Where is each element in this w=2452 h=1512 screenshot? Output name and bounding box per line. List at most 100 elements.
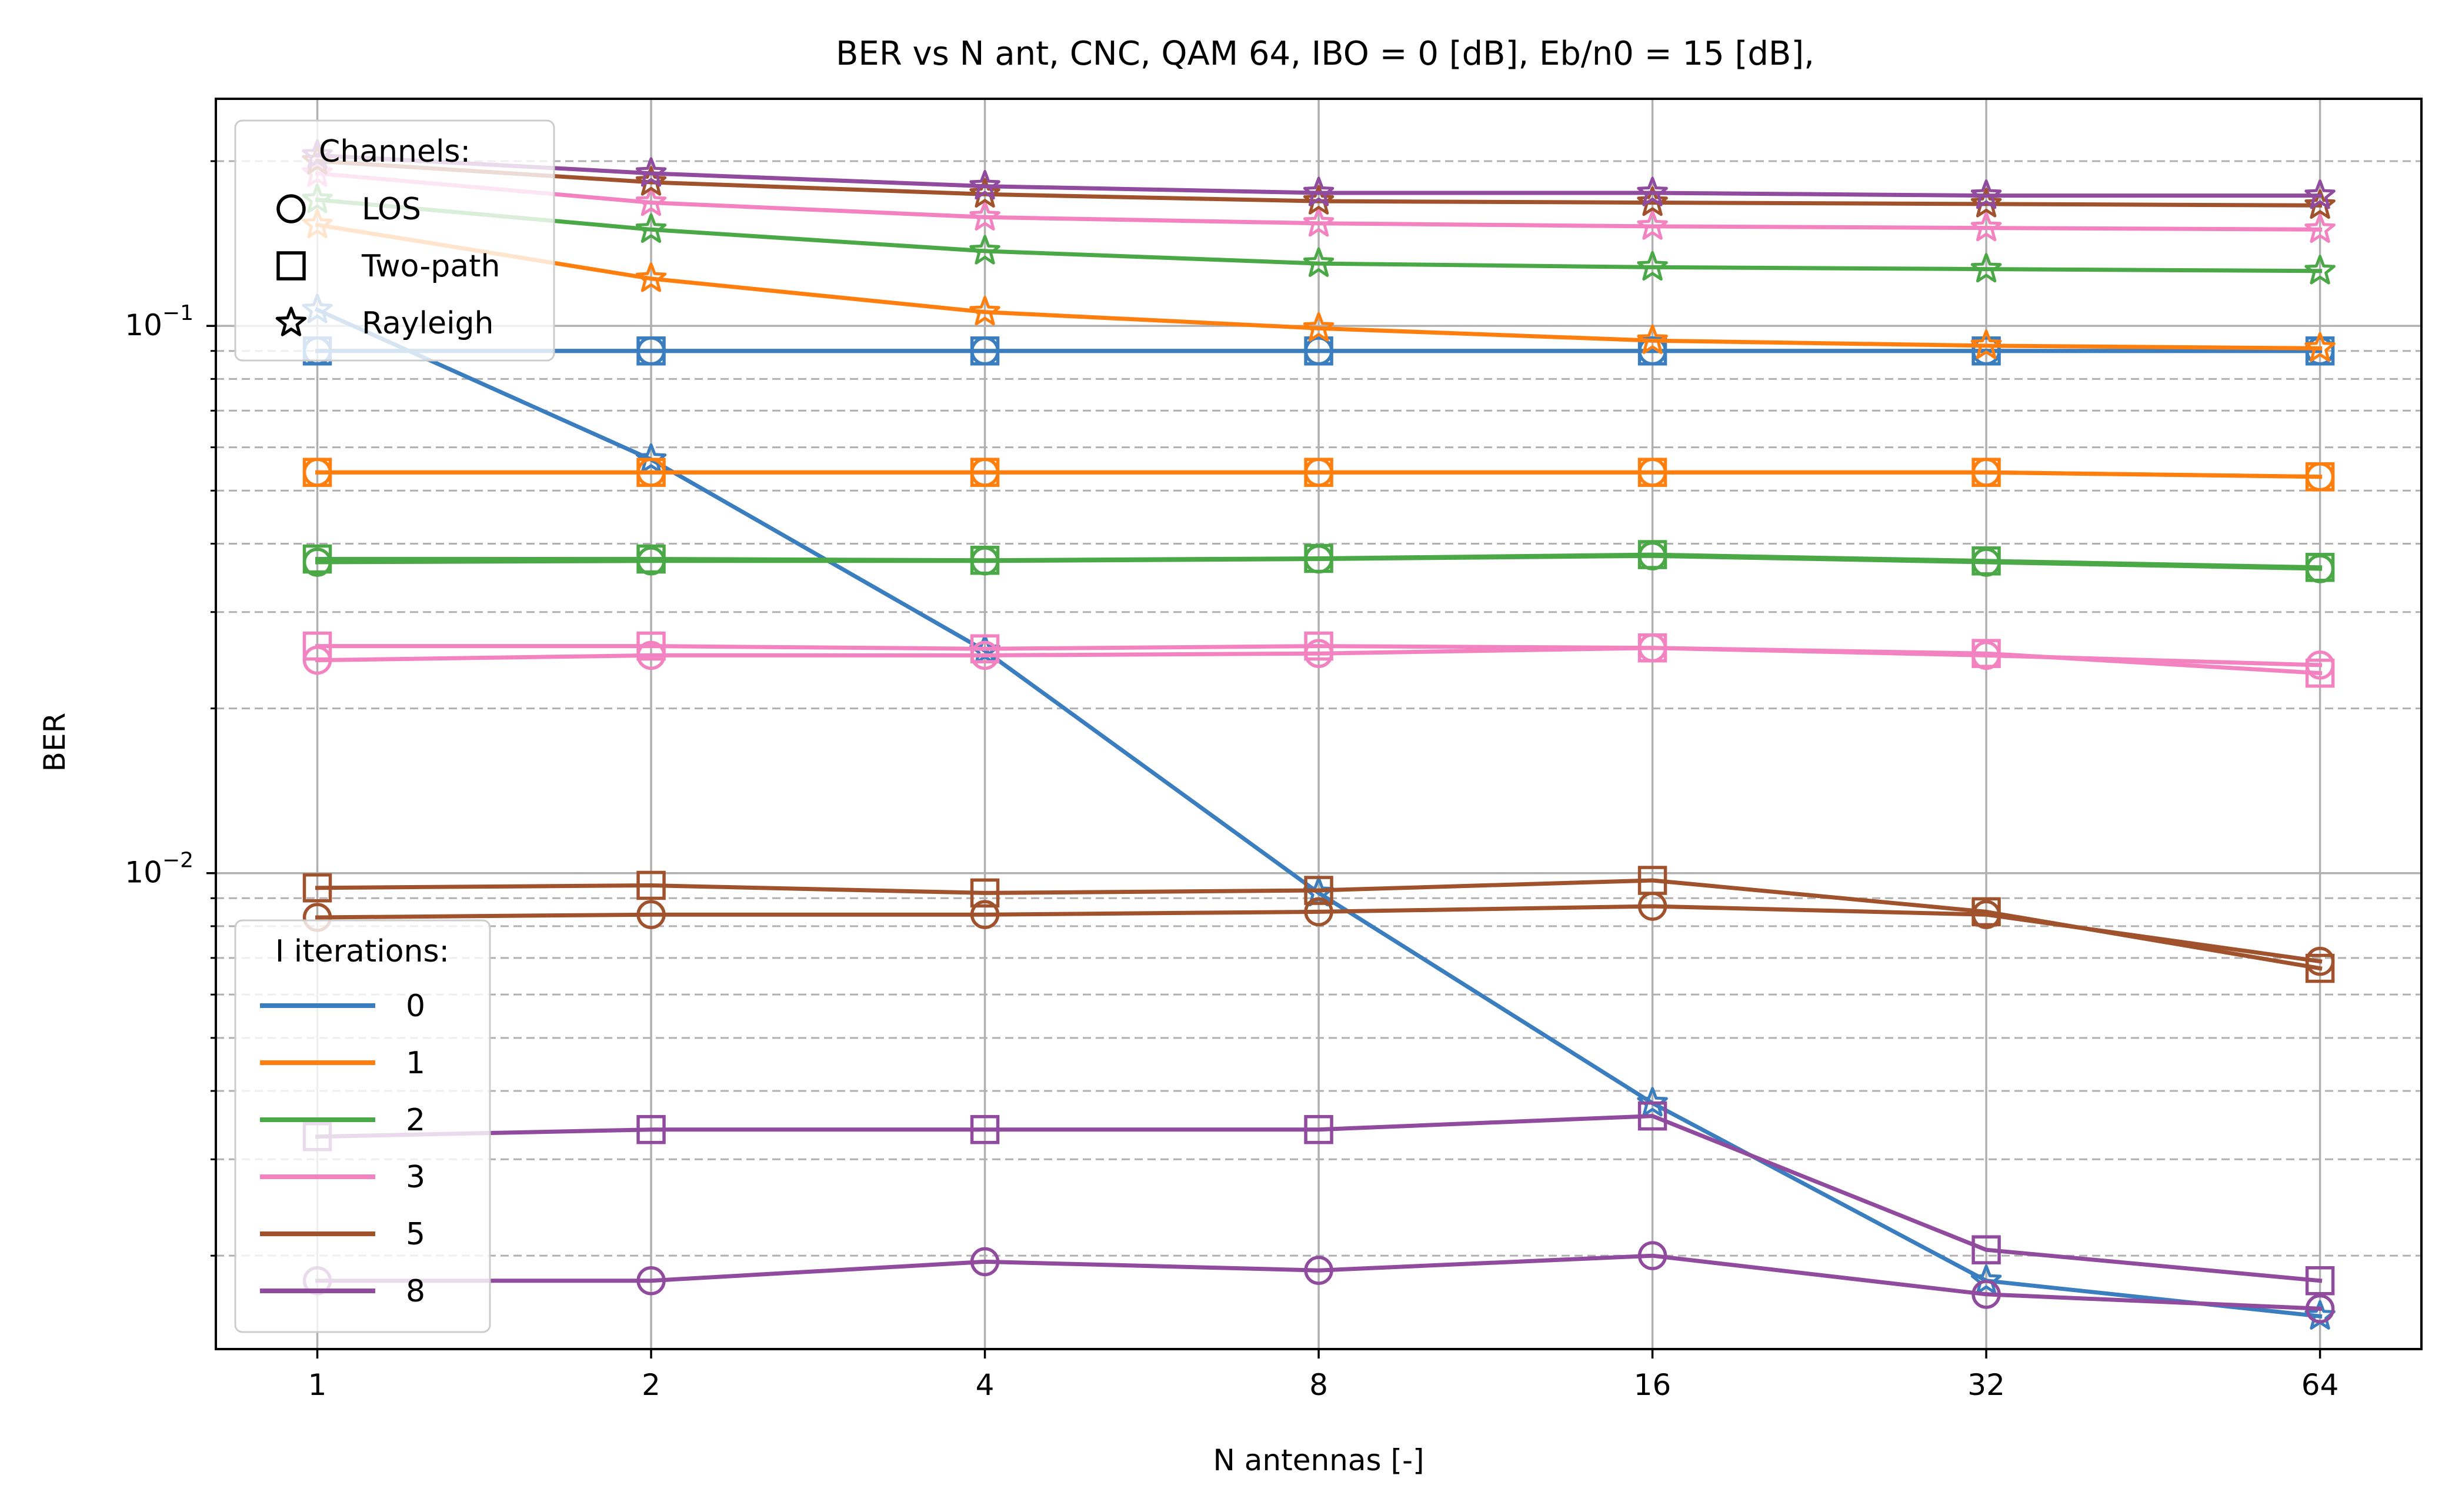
- channels-legend-box: [234, 119, 555, 362]
- star-marker: [969, 296, 1000, 326]
- series-1-two-path: [302, 458, 2335, 492]
- circle-marker: [1637, 1241, 1667, 1270]
- star-marker: [1970, 179, 2002, 209]
- series-line: [315, 552, 2323, 570]
- star-marker: [635, 213, 667, 243]
- iterations-legend-box: [234, 919, 491, 1333]
- square-marker: [636, 870, 666, 900]
- square-marker: [970, 878, 1000, 908]
- star-marker: [1970, 329, 2002, 359]
- x-axis-label: N antennas [-]: [1213, 1443, 1424, 1477]
- star-marker: [1303, 176, 1335, 206]
- series-5-two-path: [302, 866, 2335, 983]
- star-marker: [1303, 312, 1335, 342]
- x-tick-label: 16: [1634, 1368, 1672, 1402]
- x-tick-label: 2: [642, 1368, 660, 1402]
- channels-legend-label: Two-path: [361, 249, 500, 284]
- circle-marker: [636, 900, 666, 929]
- star-marker: [2304, 179, 2336, 209]
- square-marker: [1637, 1101, 1667, 1131]
- star-marker: [635, 157, 667, 187]
- star-marker: [969, 235, 1000, 265]
- square-marker: [2305, 462, 2335, 492]
- series-line: [315, 197, 2323, 273]
- y-tick-label-exponent: −2: [162, 849, 194, 873]
- star-marker: [1637, 324, 1668, 354]
- circle-marker: [1304, 897, 1333, 927]
- star-marker: [1303, 207, 1335, 237]
- square-marker: [1971, 336, 2001, 366]
- channels-legend-label: Rayleigh: [362, 306, 493, 341]
- star-marker: [2304, 332, 2336, 362]
- square-marker: [302, 458, 332, 487]
- star-marker: [969, 201, 1000, 231]
- square-marker: [970, 458, 1000, 487]
- x-tick-label: 8: [1309, 1368, 1328, 1402]
- iterations-legend-label: 1: [406, 1046, 425, 1081]
- star-marker: [1970, 1264, 2002, 1294]
- star-marker: [635, 166, 667, 196]
- star-marker: [635, 443, 667, 473]
- series-line: [315, 878, 2323, 971]
- star-marker: [635, 262, 667, 292]
- series-2-two-path: [302, 540, 2335, 582]
- square-marker: [1637, 866, 1667, 895]
- series-line: [315, 644, 2323, 676]
- star-marker: [969, 178, 1000, 208]
- square-marker: [1971, 897, 2001, 927]
- channels-legend-label: LOS: [362, 192, 421, 227]
- star-marker: [1637, 251, 1668, 281]
- square-marker: [970, 634, 1000, 664]
- star-marker: [1303, 185, 1335, 215]
- star-marker: [969, 170, 1000, 200]
- square-marker: [636, 544, 666, 574]
- star-marker: [1637, 1087, 1668, 1117]
- series-3-two-path: [302, 631, 2335, 688]
- star-marker: [1637, 176, 1668, 206]
- square-marker: [970, 336, 1000, 366]
- square-marker: [1637, 540, 1667, 569]
- series-layer: [302, 139, 2336, 1330]
- y-tick-label: 10−1: [125, 301, 194, 342]
- channels-legend-title: Channels:: [319, 134, 471, 169]
- series-line: [315, 470, 2323, 479]
- star-marker: [2304, 213, 2336, 243]
- x-tick-label: 1: [308, 1368, 327, 1402]
- x-tick-label: 4: [976, 1368, 995, 1402]
- square-marker: [970, 545, 1000, 575]
- square-marker: [1637, 336, 1667, 366]
- iterations-legend-title: I iterations:: [275, 934, 449, 969]
- y-tick-label-base: 10: [125, 856, 162, 890]
- chart-title: BER vs N ant, CNC, QAM 64, IBO = 0 [dB],…: [836, 35, 1814, 73]
- circle-marker: [970, 1247, 1000, 1277]
- square-marker: [302, 631, 332, 661]
- star-marker: [1970, 188, 2002, 218]
- series-line: [315, 171, 2323, 232]
- square-marker: [636, 631, 666, 661]
- square-marker: [1971, 639, 2001, 668]
- series-line: [315, 153, 2323, 198]
- iterations-legend-label: 5: [406, 1217, 425, 1252]
- iterations-legend-label: 0: [406, 989, 425, 1024]
- star-marker: [1303, 247, 1335, 277]
- iterations-legend-items: 0 1 2 3 5 8: [260, 989, 425, 1309]
- iterations-legend-label: 8: [406, 1274, 425, 1309]
- series-1-rayleigh: [302, 208, 2336, 362]
- square-marker: [1304, 631, 1333, 661]
- legend-circle-marker: [276, 194, 306, 223]
- square-marker: [1304, 876, 1333, 905]
- square-marker: [2305, 553, 2335, 582]
- square-marker: [1971, 1235, 2001, 1264]
- square-marker: [636, 1114, 666, 1144]
- x-tick-label: 64: [2301, 1368, 2339, 1402]
- series-line: [315, 159, 2323, 208]
- square-marker: [2305, 658, 2335, 688]
- circle-marker: [1304, 1256, 1333, 1285]
- circle-marker: [2305, 1294, 2335, 1324]
- square-marker: [1637, 458, 1667, 487]
- iterations-legend-label: 3: [406, 1160, 425, 1195]
- y-tick-label-exponent: −1: [162, 301, 194, 325]
- channels-legend: Channels: LOS Two-path Rayleigh: [234, 119, 555, 362]
- legend-star-marker: [275, 306, 307, 336]
